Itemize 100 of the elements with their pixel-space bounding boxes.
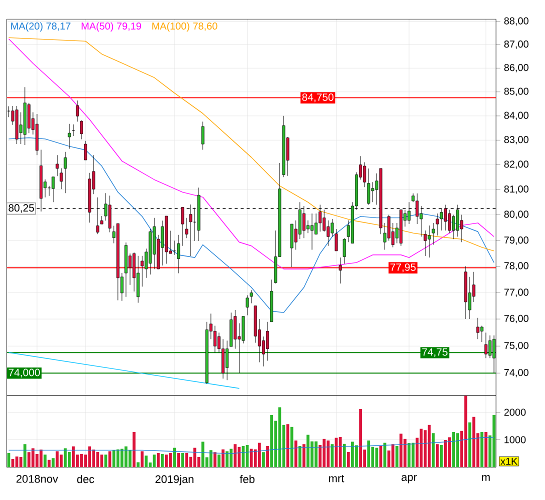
bar [181, 452, 184, 468]
y-tick-label: 78,00 [504, 262, 528, 270]
bar [185, 452, 188, 468]
bar [484, 432, 488, 468]
y-tick-label: 1000 [504, 436, 526, 444]
candlestick [56, 154, 59, 176]
candlestick [185, 218, 188, 238]
y-tick-label: 2000 [504, 408, 526, 416]
line-series [8, 137, 494, 313]
bar [302, 444, 306, 468]
bar [23, 444, 26, 468]
bar [338, 436, 342, 468]
candlestick [96, 197, 100, 234]
x-tick-label: mrt [329, 475, 344, 482]
candlestick [444, 204, 447, 231]
candlestick [290, 224, 294, 268]
bar [88, 446, 92, 468]
y-tick-label: 80,00 [504, 210, 528, 219]
bar [234, 444, 237, 468]
text: MA(50) 79,19 [82, 22, 142, 32]
bar [156, 452, 160, 468]
bar [342, 444, 346, 468]
candlestick [52, 176, 55, 202]
candlestick [436, 213, 439, 236]
candlestick [334, 228, 338, 252]
candlestick [201, 121, 204, 150]
candlestick [408, 202, 411, 224]
candlestick [250, 290, 253, 304]
ref-line-label: 84,750 [302, 93, 334, 102]
text: MA(100) 78,60 [152, 22, 218, 32]
candlestick [177, 234, 180, 274]
ref-line-label: 80,25 [8, 204, 34, 213]
bar [492, 415, 496, 468]
candlestick [302, 206, 306, 238]
candlestick [363, 162, 366, 188]
bar [226, 451, 229, 468]
candlestick [318, 204, 322, 232]
bar [52, 458, 55, 468]
bar [15, 456, 18, 468]
bar [444, 440, 447, 468]
y-axis-title: x1K [500, 458, 518, 465]
text: MA(20) 78,17 [11, 22, 70, 32]
bar [222, 449, 225, 468]
y-tick-label: 79,00 [504, 236, 528, 245]
candlestick [84, 140, 88, 160]
candlestick [226, 340, 229, 380]
bar [64, 448, 67, 468]
bar [436, 444, 439, 468]
x-tick-label: 2018nov [16, 475, 58, 483]
y-tick-label: 85,00 [504, 88, 528, 96]
bar [298, 446, 302, 468]
candlestick [416, 193, 419, 224]
x-tick-label: dec [77, 475, 94, 484]
bar [19, 457, 22, 468]
x-tick-label: apr [402, 475, 417, 484]
candlestick [448, 210, 451, 234]
candlestick [181, 207, 184, 246]
ref-line-label: 74,000 [8, 368, 40, 378]
bar [209, 450, 212, 468]
bar [294, 440, 298, 468]
bar [132, 432, 136, 468]
x-tick-label: m [482, 475, 490, 481]
candlestick [140, 256, 144, 287]
y-tick-label: 81,00 [504, 186, 528, 194]
bar [44, 454, 47, 468]
bar [92, 450, 96, 468]
bar [314, 441, 318, 468]
bar [326, 440, 330, 468]
candlestick [440, 208, 443, 231]
bar [322, 438, 326, 468]
bar [346, 452, 350, 468]
candlestick [428, 225, 431, 258]
bar [306, 434, 310, 468]
candlestick [484, 332, 488, 358]
candlestick [338, 257, 342, 284]
candlestick [424, 230, 427, 256]
candlestick [330, 218, 334, 237]
y-tick-label: 86,00 [504, 64, 528, 72]
y-tick-label: 82,00 [504, 160, 528, 169]
candlestick [367, 168, 370, 205]
candlestick [310, 213, 314, 250]
y-tick-label: 77,00 [504, 288, 528, 297]
bar [201, 442, 204, 468]
candlestick [64, 152, 67, 194]
bar [40, 450, 43, 468]
y-tick-label: 84,00 [504, 112, 528, 120]
bar [432, 433, 435, 468]
x-tick-label: feb [240, 475, 254, 484]
candlestick [136, 256, 140, 303]
y-tick-label: 83,00 [504, 136, 528, 144]
bar [164, 454, 168, 468]
bar [400, 434, 402, 468]
candlestick [60, 168, 63, 190]
candlestick [246, 295, 249, 316]
candlestick [234, 310, 237, 350]
candlestick [387, 214, 390, 241]
candlestick [27, 102, 30, 134]
y-tick-label: 76,00 [504, 314, 528, 324]
y-tick-label: 87,00 [504, 40, 528, 49]
y-tick-label: 74,00 [504, 368, 528, 378]
